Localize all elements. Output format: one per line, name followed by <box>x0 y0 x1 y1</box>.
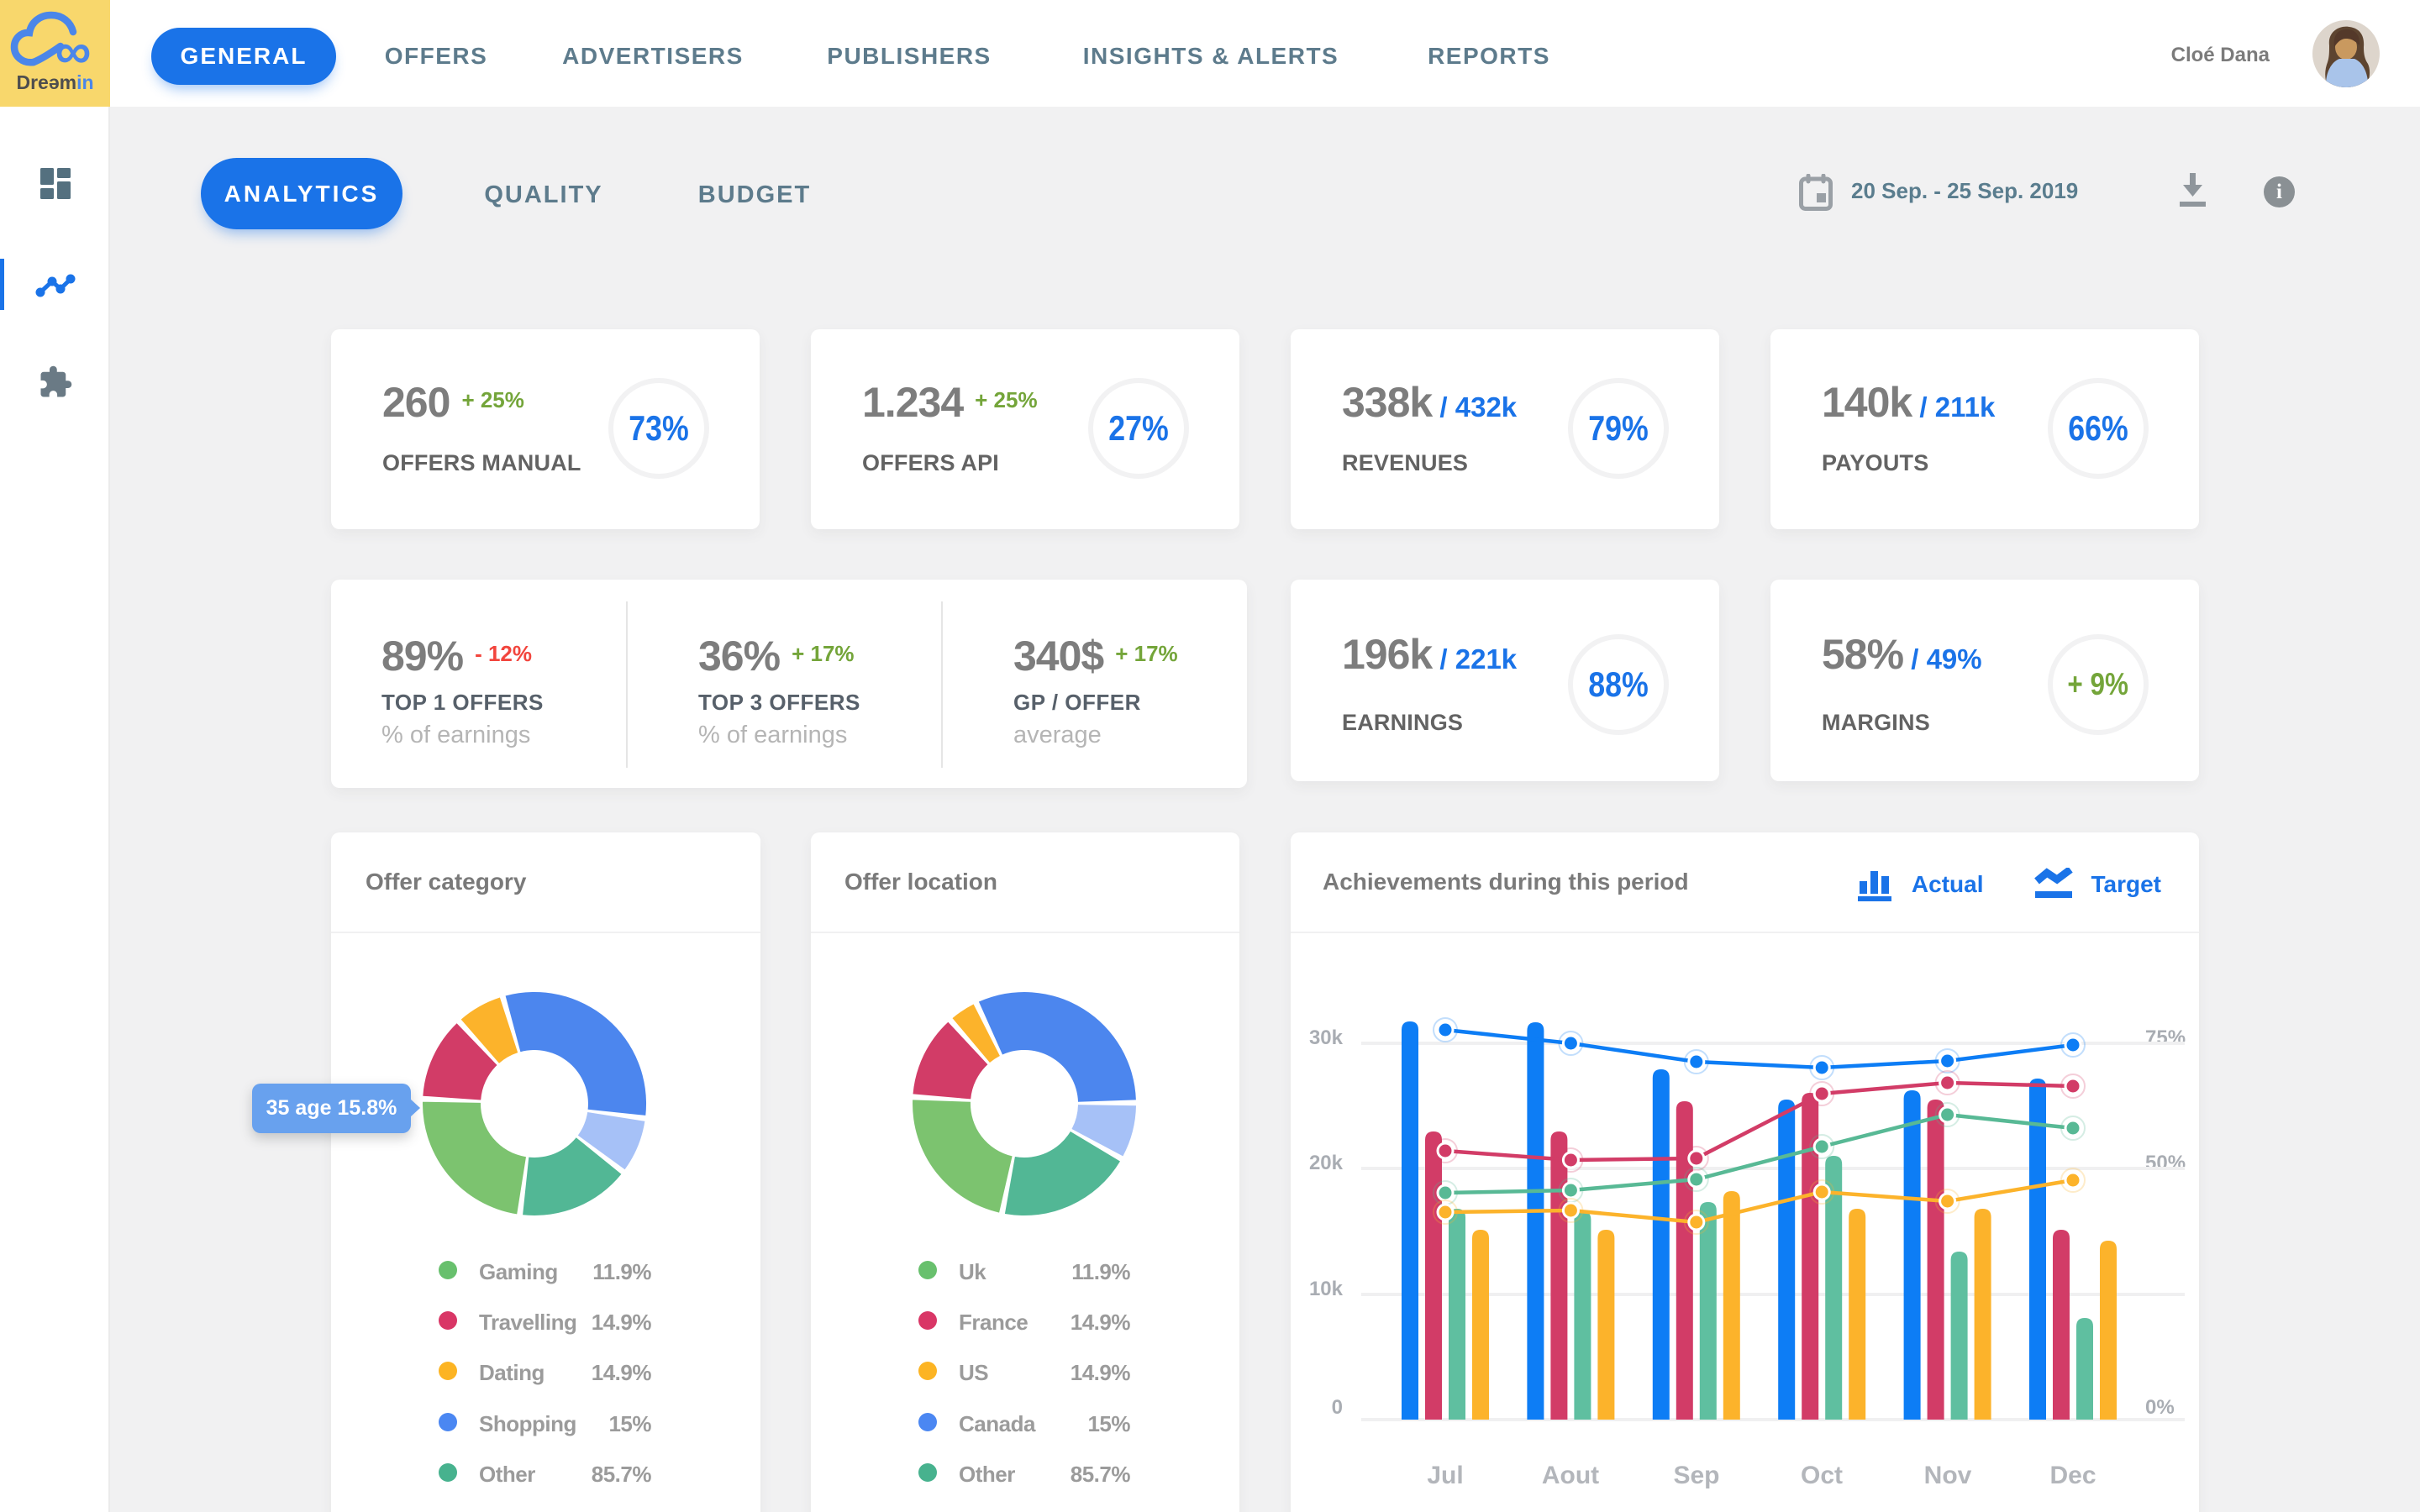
svg-text:∞: ∞ <box>55 23 92 77</box>
